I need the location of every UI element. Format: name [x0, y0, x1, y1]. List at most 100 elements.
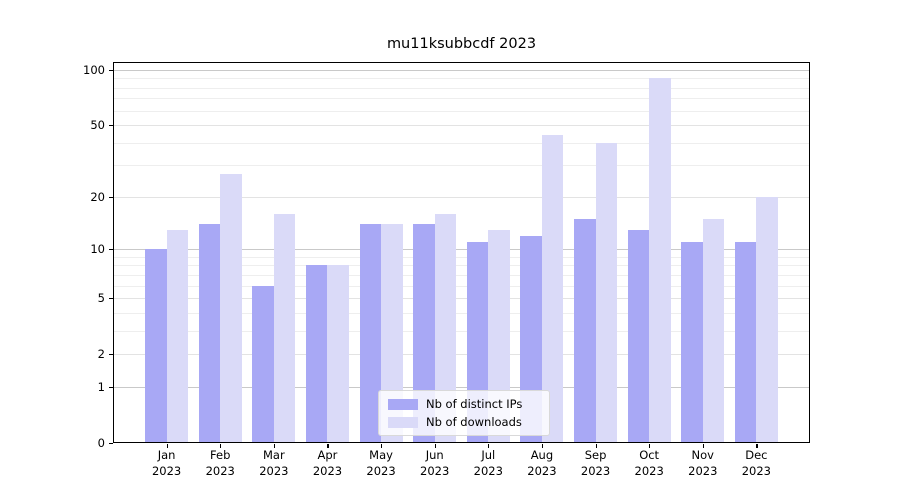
y-axis-tick-20: [109, 196, 113, 199]
x-axis-tick-may: [381, 444, 383, 448]
bar-downloads-jul: [488, 229, 510, 442]
y-axis-tick-10: [109, 249, 113, 251]
x-axis-tick-feb: [220, 444, 222, 448]
y-axis-tick-label: 20: [90, 189, 105, 204]
x-axis-tick-year: 2023: [527, 463, 557, 478]
gridline-y-70: [114, 98, 809, 100]
x-axis-tick-oct: [649, 444, 651, 448]
bar-downloads-jun: [434, 214, 457, 442]
x-axis-tick-label: Feb 2023: [188, 448, 252, 479]
bar-downloads-may: [381, 224, 403, 442]
bar-downloads-nov: [702, 218, 725, 442]
y-axis-tick-2: [109, 354, 113, 356]
y-axis-tick-1: [109, 386, 113, 389]
x-axis-tick-year: 2023: [366, 463, 396, 478]
bar-downloads-jan: [166, 229, 189, 442]
y-axis-tick-label: 5: [97, 291, 105, 306]
bar-downloads-aug: [541, 135, 564, 442]
gridline-y-1: [114, 386, 809, 388]
gridline-y-4: [114, 312, 809, 314]
x-axis-tick-label: Nov 2023: [671, 448, 735, 479]
bar-distinct-ips-jun: [413, 224, 435, 442]
x-axis-tick-label: Jan 2023: [135, 448, 199, 479]
gridline-y-60: [114, 110, 809, 112]
y-axis-tick-50: [109, 125, 113, 127]
gridline-y-50: [114, 125, 809, 127]
x-axis-tick-year: 2023: [259, 463, 289, 478]
x-axis-tick-apr: [327, 444, 329, 448]
x-axis-tick-year: 2023: [688, 463, 718, 478]
x-axis-tick-label: Mar 2023: [242, 448, 306, 479]
y-axis-tick-0: [109, 443, 113, 445]
y-axis-tick-label: 100: [83, 63, 105, 77]
x-axis-tick-nov: [702, 444, 704, 448]
bar-downloads-apr: [327, 265, 349, 442]
x-axis-tick-label: Aug 2023: [510, 448, 574, 479]
bar-distinct-ips-apr: [306, 265, 328, 442]
gridline-y-20: [114, 196, 809, 198]
legend-label-downloads: Nb of downloads: [426, 415, 522, 429]
x-axis-tick-year: 2023: [420, 463, 450, 478]
bar-downloads-oct: [649, 78, 671, 442]
gridline-y-80: [114, 87, 809, 89]
bar-distinct-ips-jan: [145, 249, 167, 442]
bar-distinct-ips-dec: [734, 242, 757, 442]
gridline-y-6: [114, 285, 809, 287]
plot-area: [113, 62, 810, 443]
legend-swatch-downloads: [388, 416, 418, 428]
x-axis-tick-label: Sep 2023: [564, 448, 628, 479]
x-axis-tick-year: 2023: [205, 463, 235, 478]
x-axis-tick-label: Jun 2023: [403, 448, 467, 479]
chart-title: mu11ksubbcdf 2023: [386, 36, 537, 52]
x-axis-tick-label: Oct 2023: [617, 448, 681, 479]
x-axis-tick-dec: [756, 444, 758, 448]
gridline-y-7: [114, 274, 809, 276]
x-axis-tick-year: 2023: [473, 463, 503, 478]
bar-distinct-ips-mar: [252, 285, 274, 442]
gridline-y-8: [114, 265, 809, 267]
x-axis-tick-jun: [434, 444, 436, 448]
x-axis-tick-jul: [488, 444, 490, 448]
y-axis-tick-label: 2: [97, 347, 105, 362]
gridline-y-100: [114, 70, 809, 71]
x-axis-tick-aug: [541, 444, 544, 448]
x-axis-tick-year: 2023: [580, 463, 611, 478]
bar-downloads-mar: [273, 214, 296, 442]
y-axis-tick-5: [109, 298, 113, 300]
y-axis-tick-label: 10: [90, 242, 105, 257]
bar-distinct-ips-oct: [627, 229, 650, 442]
x-axis-tick-mar: [273, 444, 276, 448]
legend-swatch-distinct-ips: [388, 398, 418, 410]
legend-label-distinct-ips: Nb of distinct IPs: [426, 397, 523, 411]
legend: Nb of distinct IPs Nb of downloads: [378, 390, 550, 436]
x-axis-tick-year: 2023: [312, 463, 343, 478]
x-axis-tick-year: 2023: [151, 463, 182, 478]
x-axis-tick-year: 2023: [634, 463, 664, 478]
gridline-y-2: [114, 354, 809, 356]
legend-item-distinct-ips: Nb of distinct IPs: [379, 397, 549, 411]
legend-item-downloads: Nb of downloads: [379, 415, 549, 429]
gridline-y-5: [114, 298, 809, 300]
gridline-y-3: [114, 330, 809, 332]
bar-distinct-ips-sep: [574, 218, 596, 442]
gridline-y-9: [114, 256, 809, 258]
y-axis-tick-100: [109, 70, 113, 72]
x-axis-tick-jan: [166, 444, 168, 448]
y-axis-tick-label: 1: [97, 379, 105, 394]
x-axis-tick-label: Jul 2023: [456, 448, 520, 479]
gridline-y-90: [114, 78, 809, 80]
bar-distinct-ips-may: [359, 224, 382, 442]
bar-distinct-ips-nov: [681, 242, 703, 442]
y-axis-tick-label: 0: [97, 436, 105, 450]
x-axis-tick-label: Apr 2023: [295, 448, 359, 479]
bar-distinct-ips-feb: [198, 224, 221, 442]
x-axis-tick-label: Dec 2023: [724, 448, 788, 479]
bar-downloads-dec: [756, 196, 778, 442]
bar-downloads-sep: [595, 142, 617, 442]
x-axis-tick-label: May 2023: [349, 448, 413, 479]
gridline-y-10: [114, 249, 809, 251]
gridline-y-30: [114, 165, 809, 167]
bar-downloads-feb: [220, 173, 242, 442]
x-axis-tick-sep: [595, 444, 597, 448]
